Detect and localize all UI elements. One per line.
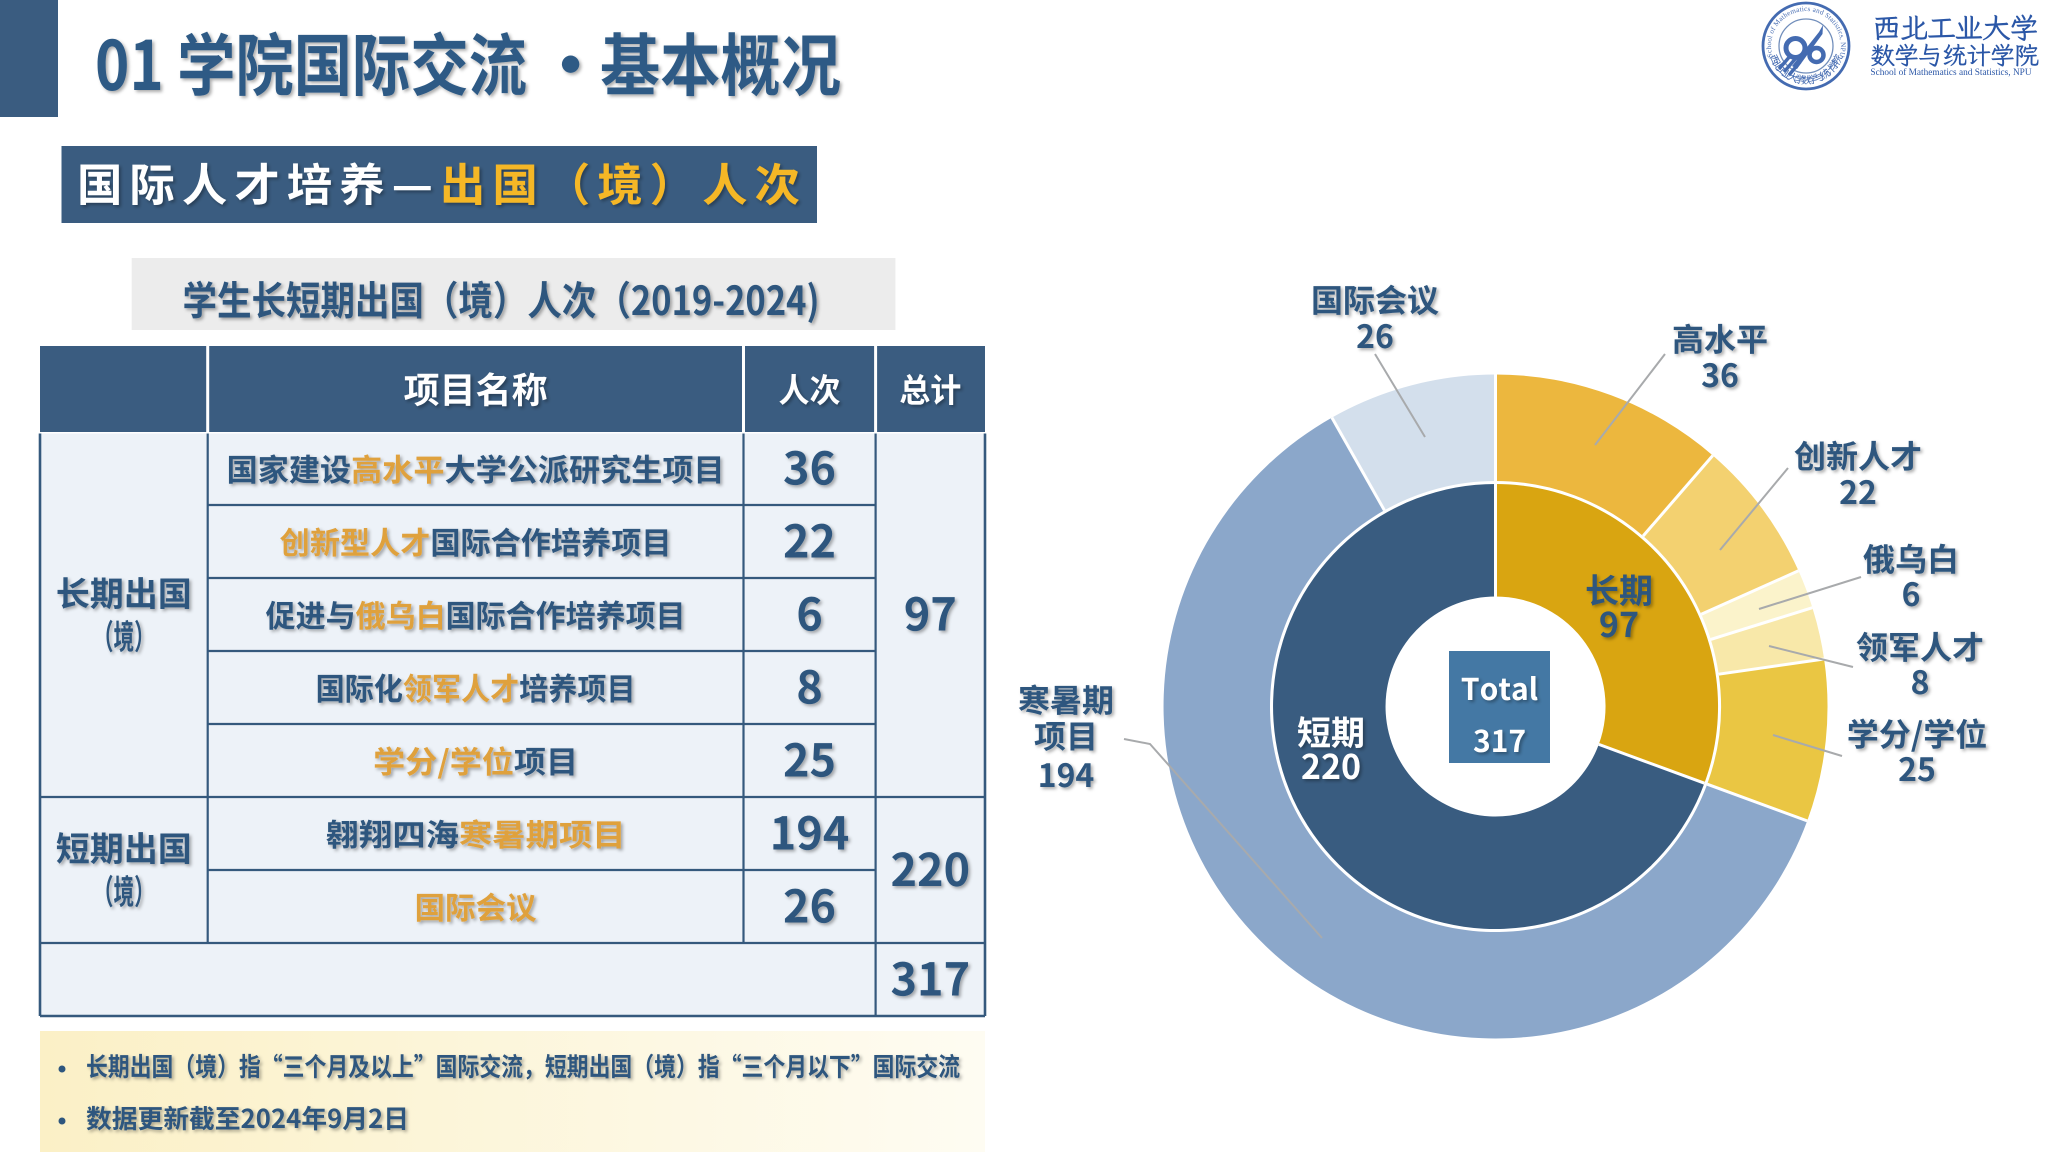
svg-text:School of Mathematics and Stat: School of Mathematics and Statistics, NP… [1870,67,2031,78]
